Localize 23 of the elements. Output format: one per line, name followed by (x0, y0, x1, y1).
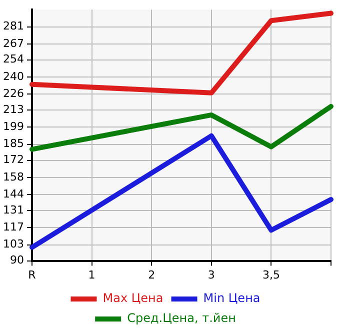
y-tick-label: 117 (2, 220, 24, 234)
y-tick-label: 172 (2, 153, 24, 166)
legend-label: Min Цена (203, 291, 260, 306)
legend-label: Сред.Цена, т.йен (127, 311, 236, 326)
x-tick-label: 1 (88, 268, 96, 282)
y-tick-label: 213 (2, 102, 24, 116)
y-tick-label: 158 (2, 170, 24, 184)
y-tick-label: 267 (2, 36, 24, 50)
legend-label: Max Цена (102, 291, 164, 306)
y-tick-label: 144 (2, 187, 24, 200)
x-tick-label: R (28, 268, 36, 282)
y-tick-label: 131 (2, 203, 24, 216)
y-tick-label: 240 (2, 70, 24, 83)
x-tick-label: 2 (148, 268, 156, 282)
y-tick-label: 103 (2, 238, 24, 251)
y-tick-label: 254 (2, 52, 24, 66)
y-tick-label: 90 (10, 254, 24, 267)
y-tick-label: 199 (2, 120, 24, 134)
y-tick-label: 226 (2, 87, 24, 100)
x-tick-label: 3,5 (262, 268, 280, 282)
x-tick-label: 3 (208, 268, 215, 282)
y-tick-label: 281 (2, 20, 24, 33)
y-tick-label: 185 (2, 137, 24, 150)
